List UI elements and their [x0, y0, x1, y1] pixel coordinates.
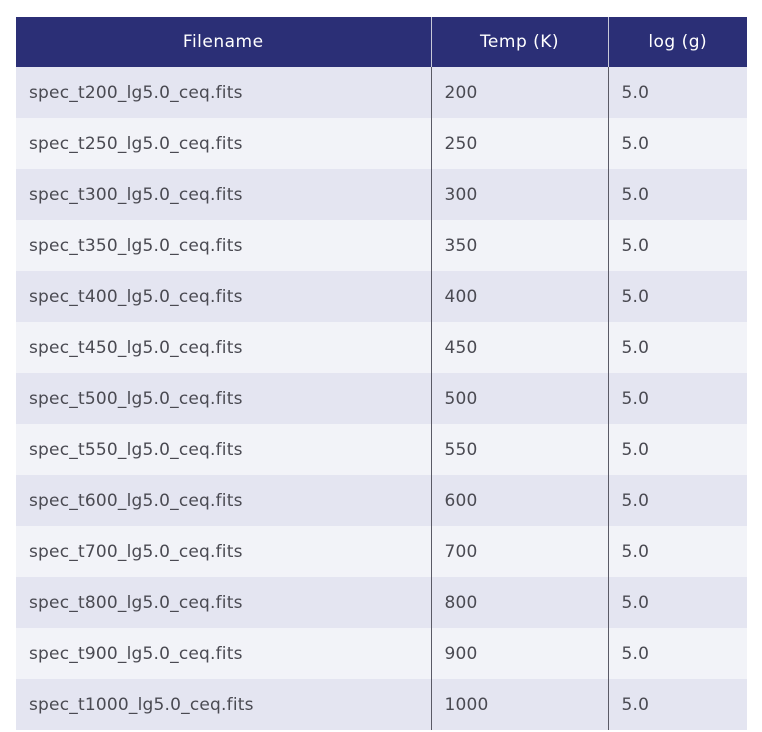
cell-temp: 800	[430, 577, 608, 628]
cell-logg: 5.0	[607, 679, 747, 730]
table-body: spec_t200_lg5.0_ceq.fits 200 5.0 spec_t2…	[16, 67, 747, 730]
column-header-logg: log (g)	[607, 17, 747, 67]
cell-logg: 5.0	[607, 322, 747, 373]
cell-filename: spec_t600_lg5.0_ceq.fits	[16, 475, 431, 526]
cell-filename: spec_t200_lg5.0_ceq.fits	[16, 67, 431, 118]
cell-filename: spec_t500_lg5.0_ceq.fits	[16, 373, 431, 424]
column-header-filename: Filename	[16, 17, 431, 67]
table-row: spec_t800_lg5.0_ceq.fits 800 5.0	[16, 577, 747, 628]
cell-logg: 5.0	[607, 67, 747, 118]
cell-temp: 400	[430, 271, 608, 322]
cell-temp: 300	[430, 169, 608, 220]
cell-temp: 700	[430, 526, 608, 577]
cell-filename: spec_t400_lg5.0_ceq.fits	[16, 271, 431, 322]
cell-temp: 900	[430, 628, 608, 679]
table-row: spec_t500_lg5.0_ceq.fits 500 5.0	[16, 373, 747, 424]
cell-filename: spec_t1000_lg5.0_ceq.fits	[16, 679, 431, 730]
header-row: Filename Temp (K) log (g)	[16, 17, 747, 67]
cell-logg: 5.0	[607, 118, 747, 169]
cell-filename: spec_t900_lg5.0_ceq.fits	[16, 628, 431, 679]
cell-temp: 500	[430, 373, 608, 424]
column-header-temp: Temp (K)	[430, 17, 608, 67]
cell-filename: spec_t300_lg5.0_ceq.fits	[16, 169, 431, 220]
cell-temp: 350	[430, 220, 608, 271]
cell-temp: 600	[430, 475, 608, 526]
cell-filename: spec_t800_lg5.0_ceq.fits	[16, 577, 431, 628]
cell-logg: 5.0	[607, 475, 747, 526]
table-row: spec_t300_lg5.0_ceq.fits 300 5.0	[16, 169, 747, 220]
cell-logg: 5.0	[607, 169, 747, 220]
cell-logg: 5.0	[607, 373, 747, 424]
spectra-table: Filename Temp (K) log (g) spec_t200_lg5.…	[16, 17, 747, 730]
table-row: spec_t400_lg5.0_ceq.fits 400 5.0	[16, 271, 747, 322]
table-row: spec_t550_lg5.0_ceq.fits 550 5.0	[16, 424, 747, 475]
cell-filename: spec_t250_lg5.0_ceq.fits	[16, 118, 431, 169]
table-row: spec_t1000_lg5.0_ceq.fits 1000 5.0	[16, 679, 747, 730]
cell-temp: 250	[430, 118, 608, 169]
cell-logg: 5.0	[607, 424, 747, 475]
table-row: spec_t350_lg5.0_ceq.fits 350 5.0	[16, 220, 747, 271]
cell-logg: 5.0	[607, 220, 747, 271]
cell-temp: 450	[430, 322, 608, 373]
cell-filename: spec_t550_lg5.0_ceq.fits	[16, 424, 431, 475]
cell-temp: 200	[430, 67, 608, 118]
cell-logg: 5.0	[607, 271, 747, 322]
cell-temp: 550	[430, 424, 608, 475]
cell-logg: 5.0	[607, 526, 747, 577]
spectra-table-container: Filename Temp (K) log (g) spec_t200_lg5.…	[16, 17, 747, 730]
table-row: spec_t700_lg5.0_ceq.fits 700 5.0	[16, 526, 747, 577]
table-row: spec_t600_lg5.0_ceq.fits 600 5.0	[16, 475, 747, 526]
table-header: Filename Temp (K) log (g)	[16, 17, 747, 67]
table-row: spec_t900_lg5.0_ceq.fits 900 5.0	[16, 628, 747, 679]
cell-filename: spec_t450_lg5.0_ceq.fits	[16, 322, 431, 373]
cell-logg: 5.0	[607, 628, 747, 679]
table-row: spec_t450_lg5.0_ceq.fits 450 5.0	[16, 322, 747, 373]
cell-filename: spec_t700_lg5.0_ceq.fits	[16, 526, 431, 577]
cell-filename: spec_t350_lg5.0_ceq.fits	[16, 220, 431, 271]
cell-logg: 5.0	[607, 577, 747, 628]
table-row: spec_t250_lg5.0_ceq.fits 250 5.0	[16, 118, 747, 169]
table-row: spec_t200_lg5.0_ceq.fits 200 5.0	[16, 67, 747, 118]
cell-temp: 1000	[430, 679, 608, 730]
